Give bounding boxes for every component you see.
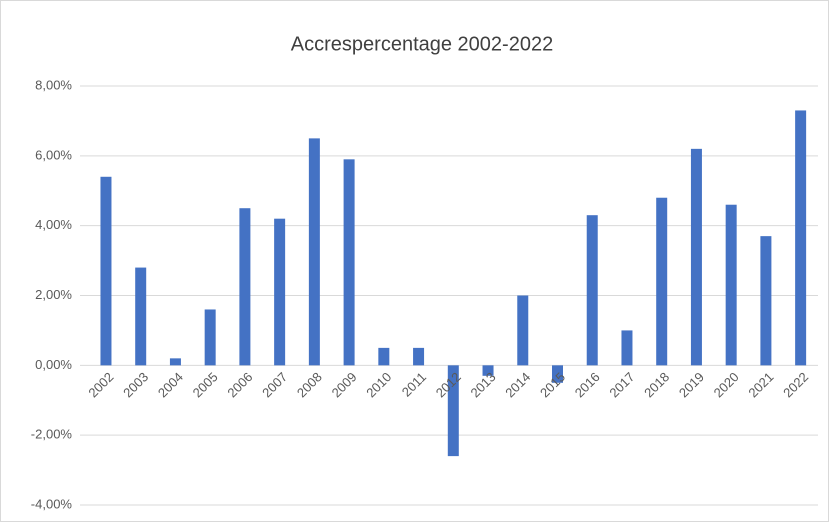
- y-tick-label: 2,00%: [35, 287, 72, 302]
- bar: [100, 176, 112, 366]
- bar: [690, 148, 702, 366]
- bar: [378, 347, 390, 366]
- y-tick-label: 4,00%: [35, 217, 72, 232]
- bar: [482, 365, 494, 376]
- bar: [447, 365, 459, 457]
- bar: [204, 309, 216, 366]
- bar: [621, 330, 633, 366]
- bar: [308, 138, 320, 366]
- bar: [795, 110, 807, 366]
- bar: [517, 295, 529, 366]
- bar: [135, 267, 147, 366]
- bar: [586, 215, 598, 366]
- bar: [656, 197, 668, 366]
- bar: [274, 218, 286, 366]
- bar: [343, 159, 355, 366]
- bar: [239, 208, 251, 366]
- y-tick-label: 8,00%: [35, 77, 72, 92]
- chart-title: Accrespercentage 2002-2022: [291, 33, 553, 55]
- y-tick-label: 0,00%: [35, 357, 72, 372]
- bar: [413, 347, 425, 366]
- y-tick-label: 6,00%: [35, 147, 72, 162]
- y-tick-label: -4,00%: [31, 496, 73, 511]
- bar: [725, 204, 737, 366]
- y-tick-label: -2,00%: [31, 427, 73, 442]
- bar: [760, 236, 772, 366]
- bar: [169, 358, 181, 366]
- bar: [552, 365, 563, 383]
